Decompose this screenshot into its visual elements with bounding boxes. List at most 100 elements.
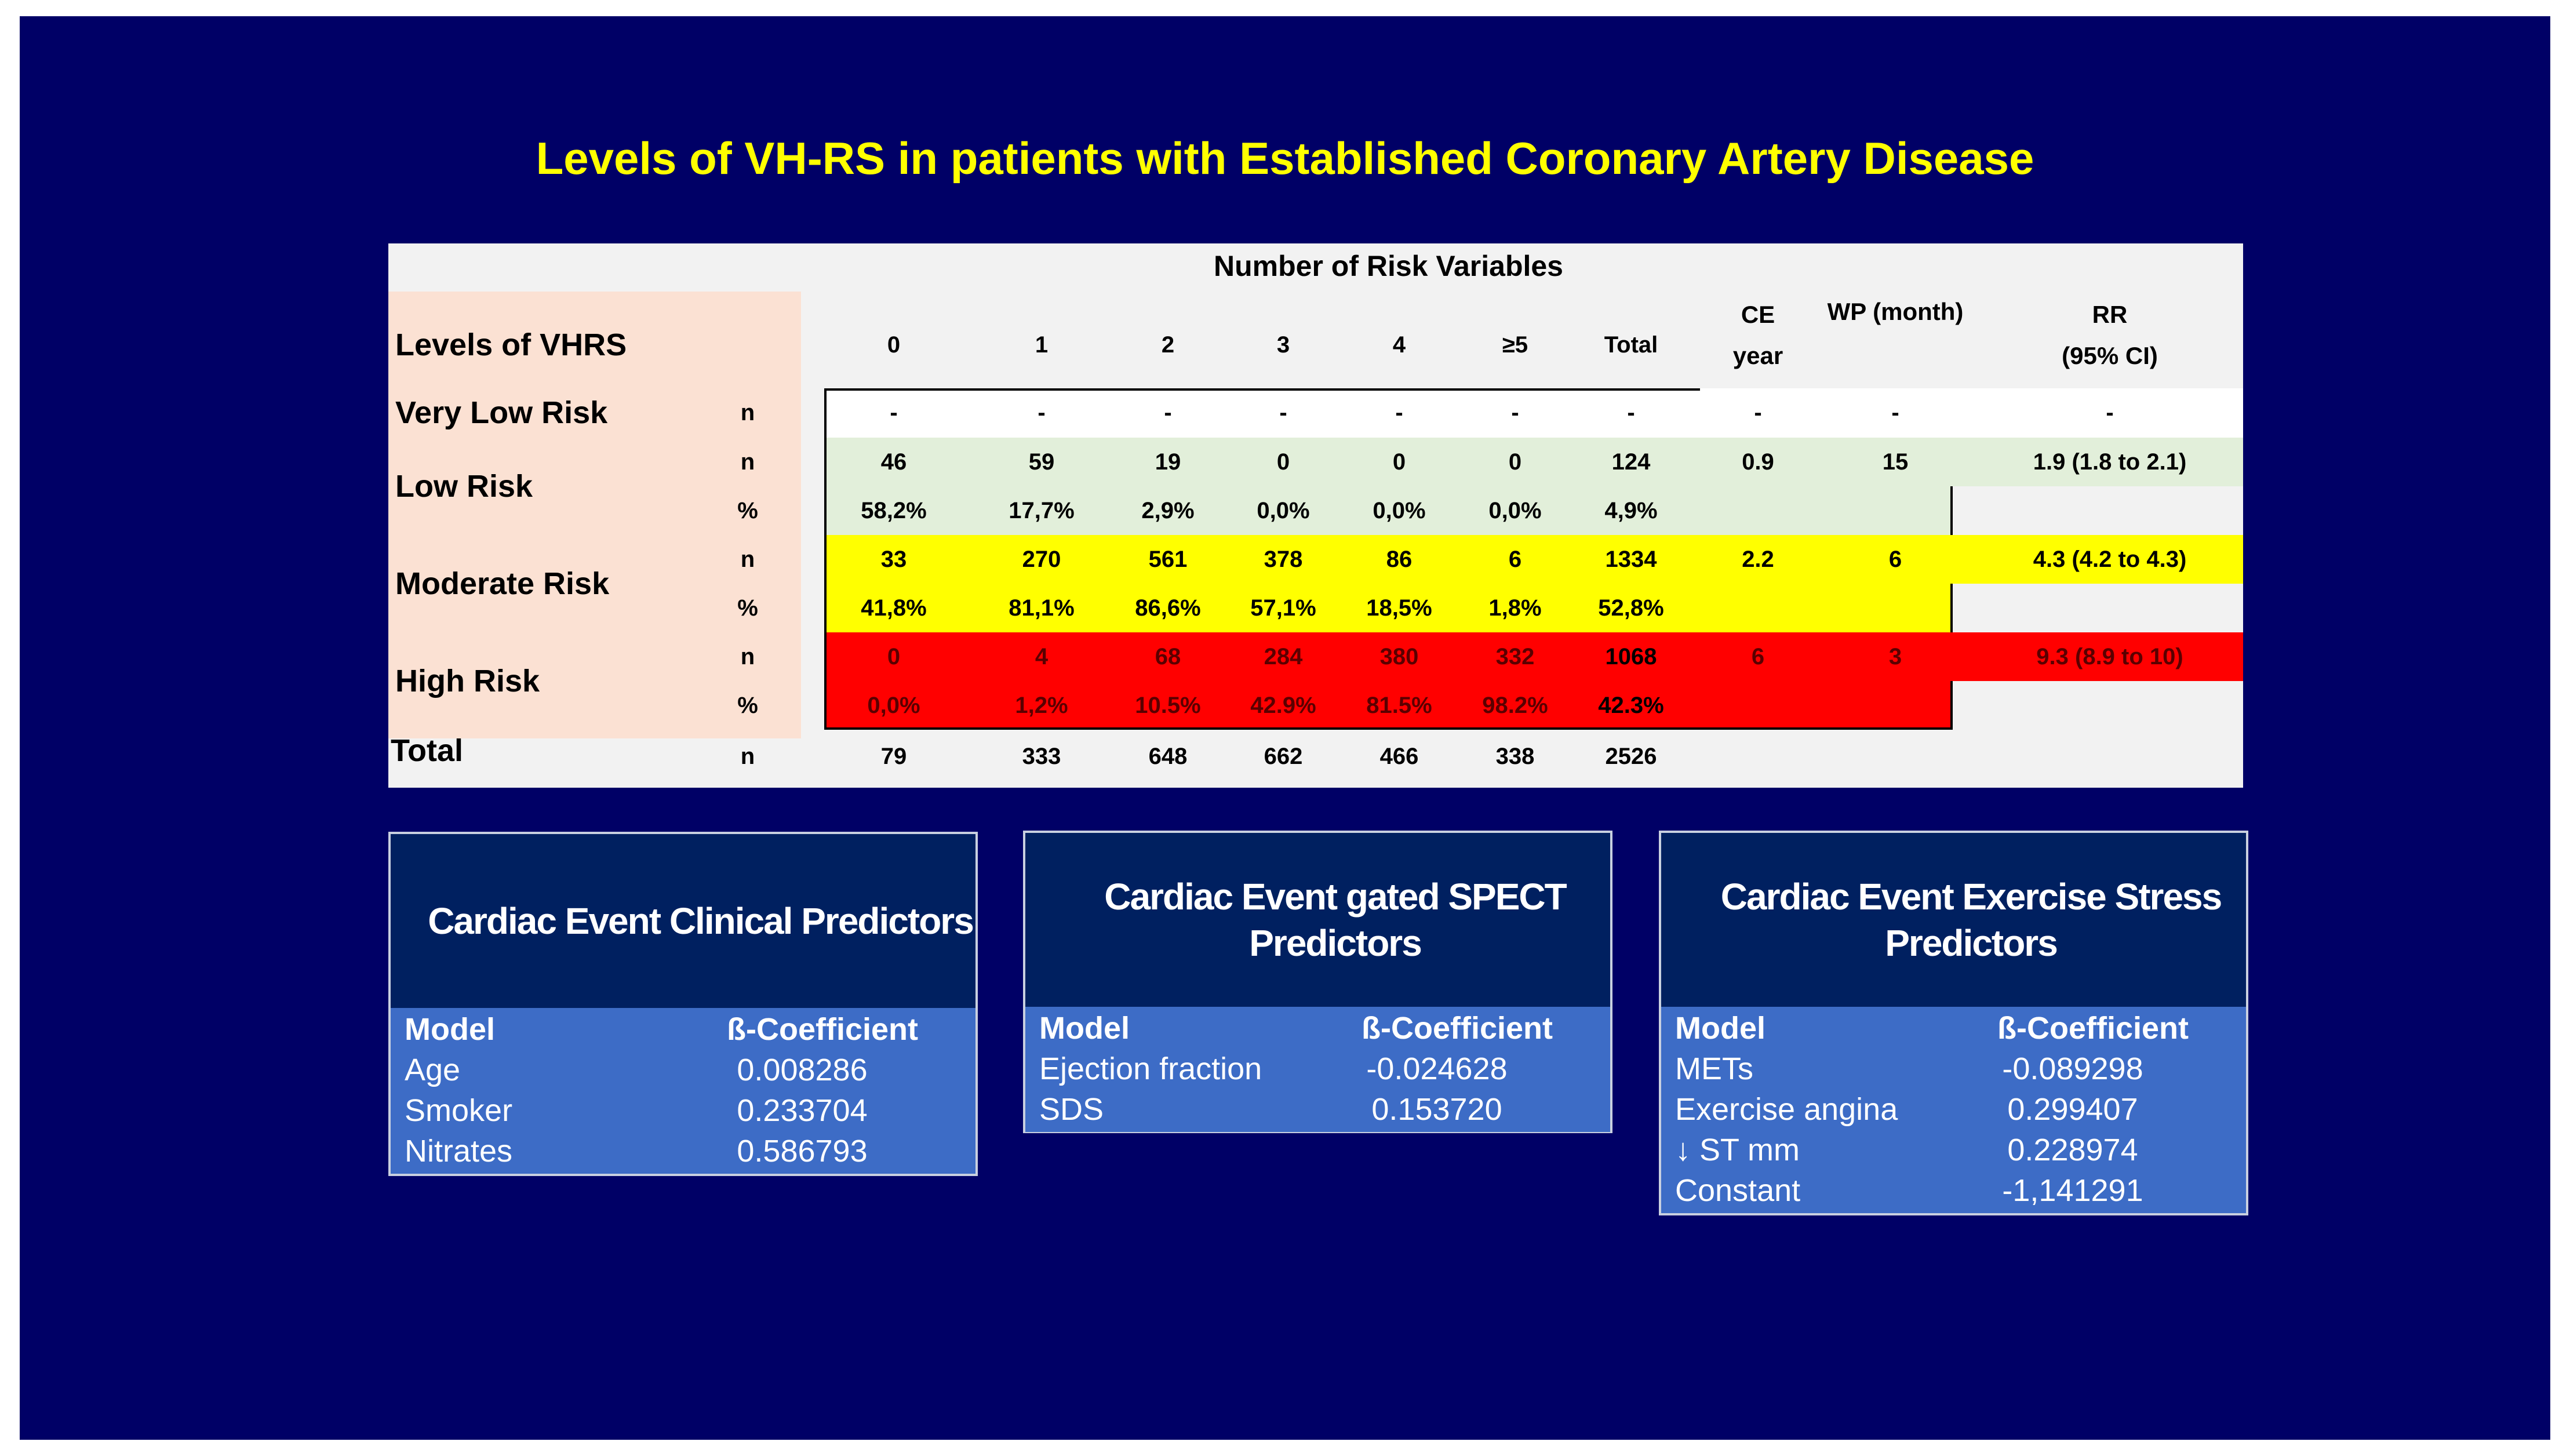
table-cell: 6 — [1508, 546, 1522, 572]
column-header: Total — [1604, 332, 1658, 358]
table-cell: 0 — [887, 643, 901, 669]
table-cell: 46 — [880, 449, 907, 475]
group-header: Number of Risk Variables — [1213, 249, 1563, 282]
coefficient-table: Model ß-Coefficient METs -0.089298 Exercise … — [1661, 1007, 2246, 1213]
coefficient-value: 0.228974 — [2007, 1133, 2138, 1167]
coefficient-row: Ejection fraction -0.024628 — [1025, 1047, 1610, 1088]
table-cell: 33 — [880, 546, 907, 572]
ce-header-line1: CE — [1741, 300, 1775, 328]
coefficient-value: 0.299407 — [2007, 1092, 2138, 1127]
column-header: 1 — [1035, 332, 1049, 358]
coefficient-row: SDS 0.153720 — [1025, 1088, 1610, 1129]
table-cell: - — [1511, 399, 1519, 425]
table-cell: 380 — [1379, 643, 1419, 669]
model-name: Age — [405, 1053, 461, 1087]
coefficient-value: -1,141291 — [2002, 1173, 2143, 1208]
stat-label: % — [737, 692, 758, 718]
table-cell: 0 — [1392, 449, 1406, 475]
table-cell: 4 — [1035, 643, 1049, 669]
stat-label: n — [740, 399, 755, 425]
table-cell: 17,7% — [1009, 497, 1075, 523]
coefficient-table: Model ß-Coefficient Age 0.008286 Smoker 0.233… — [391, 1008, 975, 1174]
table-cell: 58,2% — [861, 497, 927, 523]
levels-column-background — [388, 292, 801, 738]
stat-label: n — [740, 449, 755, 475]
wp-value: 6 — [1888, 546, 1902, 572]
table-cell: 59 — [1028, 449, 1055, 475]
risk-level-label: Very Low Risk — [395, 395, 608, 430]
coefficient-row: ↓ ST mm 0.228974 — [1661, 1129, 2246, 1169]
table-cell: 52,8% — [1598, 595, 1664, 621]
table-cell: 18,5% — [1366, 595, 1432, 621]
stat-label: % — [737, 595, 758, 621]
table-cell: - — [1164, 399, 1172, 425]
slide-title: Levels of VH-RS in patients with Establi… — [536, 133, 2034, 184]
ce-high-band — [1700, 632, 2243, 681]
stat-label: n — [740, 643, 755, 669]
total-cell: 79 — [880, 743, 907, 769]
table-cell: 4,9% — [1604, 497, 1658, 523]
table-cell: 0 — [1508, 449, 1522, 475]
coefficient-value: -0.024628 — [1366, 1051, 1508, 1086]
table-cell: 0,0% — [1257, 497, 1310, 523]
table-cell: 57,1% — [1250, 595, 1316, 621]
rr-value: 4.3 (4.2 to 4.3) — [2033, 546, 2187, 572]
model-name: Constant — [1675, 1173, 1801, 1208]
table-cell: 42.9% — [1250, 692, 1316, 718]
levels-header: Levels of VHRS — [395, 327, 627, 362]
stat-label: % — [737, 497, 758, 523]
table-cell: 0,0% — [1488, 497, 1542, 523]
total-cell: 662 — [1264, 743, 1303, 769]
spect-predictors-box: Cardiac Event gated SPECT Predictors Mode… — [1023, 831, 1612, 1133]
risk-table: Number of Risk Variables Levels of VHRS … — [388, 243, 2243, 788]
model-name: Nitrates — [405, 1134, 513, 1169]
table-cell: 378 — [1264, 546, 1303, 572]
total-cell: 2526 — [1605, 743, 1657, 769]
coefficient-header: ß-Coefficient — [1362, 1011, 1553, 1046]
ce-value: 2.2 — [1742, 546, 1774, 572]
table-cell: 10.5% — [1135, 692, 1201, 718]
risk-level-label: Low Risk — [395, 469, 533, 504]
coefficient-row: Age 0.008286 — [391, 1049, 975, 1089]
wp-value: 3 — [1888, 643, 1902, 669]
table-cell: 81.5% — [1366, 692, 1432, 718]
model-name: ↓ ST mm — [1675, 1133, 1800, 1167]
table-cell: 41,8% — [861, 595, 927, 621]
coefficient-header-row: Model ß-Coefficient — [1661, 1007, 2246, 1047]
rr-header-line2: (95% CI) — [2062, 342, 2158, 369]
ce-value: 0.9 — [1742, 449, 1774, 475]
table-cell: 270 — [1022, 546, 1061, 572]
column-header: 0 — [887, 332, 901, 358]
ce-header-line2: year — [1732, 342, 1783, 369]
ce-value: 6 — [1751, 643, 1765, 669]
coefficient-header: ß-Coefficient — [727, 1012, 918, 1047]
model-name: Ejection fraction — [1039, 1051, 1262, 1086]
risk-level-label: Moderate Risk — [395, 566, 610, 601]
table-cell: 124 — [1611, 449, 1651, 475]
table-cell: 332 — [1495, 643, 1535, 669]
table-cell: 98.2% — [1482, 692, 1548, 718]
coefficient-row: METs -0.089298 — [1661, 1047, 2246, 1088]
slide: Levels of VH-RS in patients with Establi… — [20, 16, 2550, 1440]
table-cell: 0,0% — [1373, 497, 1426, 523]
exercise-predictors-box: Cardiac Event Exercise Stress Predictors… — [1659, 831, 2248, 1215]
box-title: Cardiac Event Exercise Stress Predictors — [1720, 876, 2222, 964]
table-cell: 1068 — [1605, 643, 1657, 669]
coefficient-value: 0.586793 — [737, 1134, 868, 1169]
coefficient-row: Smoker 0.233704 — [391, 1089, 975, 1130]
table-cell: 2,9% — [1141, 497, 1195, 523]
wp-value: 15 — [1882, 449, 1909, 475]
coefficient-value: 0.153720 — [1371, 1092, 1502, 1127]
total-cell: 466 — [1379, 743, 1419, 769]
total-cell: 333 — [1022, 743, 1061, 769]
table-cell: 81,1% — [1009, 595, 1075, 621]
ce-low-band — [1700, 438, 2243, 486]
total-cell: 648 — [1148, 743, 1188, 769]
column-header: 4 — [1392, 332, 1406, 358]
stat-label: n — [740, 546, 755, 572]
total-label: Total — [391, 733, 463, 768]
table-cell: 0,0% — [867, 692, 920, 718]
coefficient-table: Model ß-Coefficient Ejection fraction -0.02… — [1025, 1007, 1610, 1132]
rr-header: RR (95% CI) — [1976, 289, 2243, 381]
rr-value: 1.9 (1.8 to 2.1) — [2033, 449, 2187, 475]
